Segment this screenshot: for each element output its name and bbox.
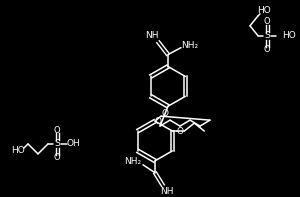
Text: HO: HO (11, 146, 25, 155)
Text: O: O (264, 45, 270, 54)
Text: O: O (161, 109, 169, 118)
Text: O: O (154, 117, 161, 126)
Text: O: O (264, 17, 270, 26)
Text: O: O (54, 153, 60, 162)
Text: NH: NH (160, 187, 174, 196)
Text: HO: HO (257, 7, 271, 15)
Text: O: O (177, 126, 184, 136)
Text: S: S (264, 31, 270, 40)
Text: HO: HO (282, 31, 296, 40)
Text: NH₂: NH₂ (124, 157, 142, 166)
Text: OH: OH (66, 139, 80, 149)
Text: NH₂: NH₂ (182, 41, 199, 50)
Text: O: O (54, 125, 60, 135)
Text: NH: NH (145, 31, 159, 40)
Text: S: S (54, 139, 60, 149)
